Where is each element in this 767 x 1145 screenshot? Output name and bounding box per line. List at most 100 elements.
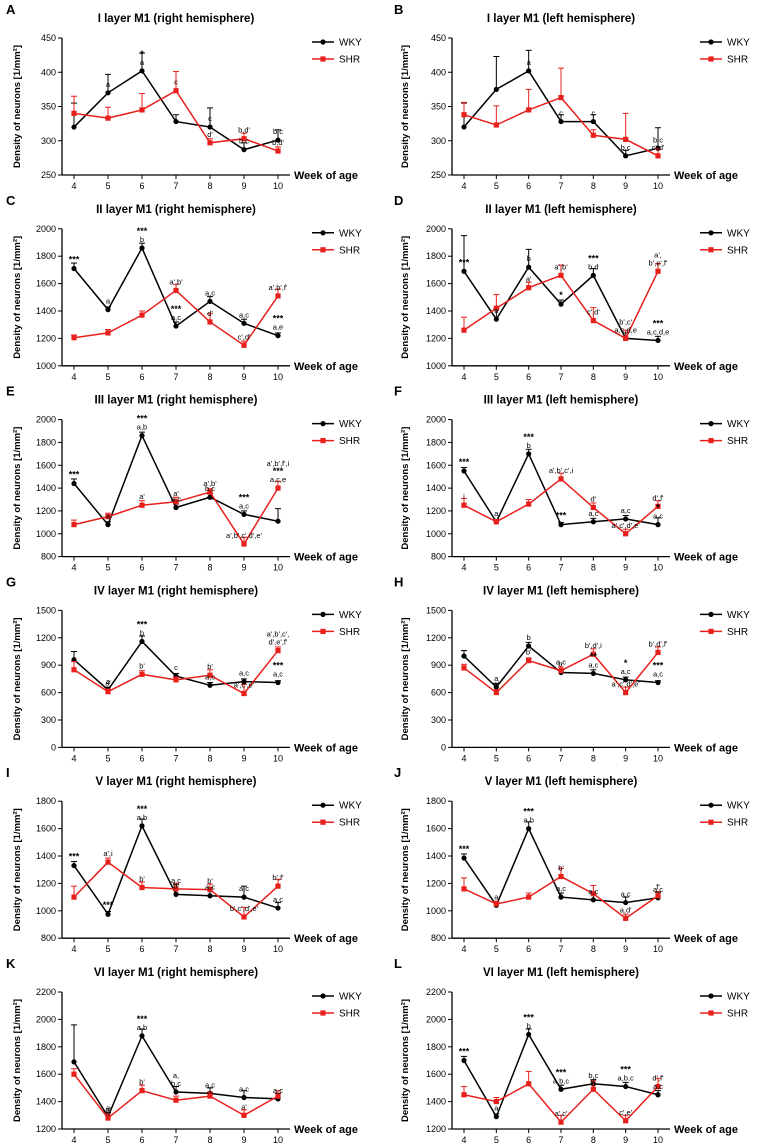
significance-label: *** bbox=[523, 1012, 534, 1022]
y-tick-label: 1000 bbox=[426, 906, 446, 916]
y-tick-label: 1800 bbox=[36, 796, 56, 806]
significance-label: *** bbox=[137, 1014, 148, 1024]
x-tick-label: 7 bbox=[558, 372, 563, 382]
data-point bbox=[275, 905, 281, 911]
x-tick-label: 9 bbox=[623, 563, 628, 573]
data-label: b bbox=[527, 441, 531, 450]
x-tick-label: 4 bbox=[461, 563, 466, 573]
legend-marker bbox=[708, 421, 714, 427]
data-label: b bbox=[140, 628, 144, 637]
panel-title: I layer M1 (left hemisphere) bbox=[487, 13, 635, 25]
x-axis-label: Week of age bbox=[674, 1124, 738, 1136]
x-tick-label: 4 bbox=[71, 944, 76, 954]
x-tick-label: 8 bbox=[591, 372, 596, 382]
x-tick-label: 6 bbox=[139, 944, 144, 954]
data-label: a,c bbox=[205, 1080, 215, 1089]
y-tick-label: 1800 bbox=[36, 251, 56, 261]
x-tick-label: 7 bbox=[173, 563, 178, 573]
data-label: a, bbox=[173, 1071, 179, 1080]
data-point bbox=[590, 891, 596, 897]
data-label: c bbox=[174, 78, 178, 87]
data-point bbox=[207, 494, 213, 500]
data-point bbox=[71, 265, 77, 272]
panel-letter: D bbox=[394, 193, 403, 208]
data-label: b bbox=[527, 1021, 531, 1030]
data-point bbox=[139, 245, 145, 251]
data-label: a',c',e' bbox=[234, 681, 255, 690]
data-point bbox=[71, 335, 77, 341]
data-point bbox=[71, 667, 77, 673]
x-tick-label: 8 bbox=[591, 1135, 596, 1145]
data-label: a,c bbox=[171, 313, 181, 322]
panel-title: IV layer M1 (left hemisphere) bbox=[483, 585, 639, 597]
x-tick-label: 7 bbox=[558, 1135, 563, 1145]
data-label: b',c' bbox=[619, 317, 632, 326]
data-point bbox=[173, 1097, 179, 1103]
data-label: c bbox=[174, 663, 178, 672]
x-tick-label: 10 bbox=[653, 372, 663, 382]
y-tick-label: 1200 bbox=[426, 633, 446, 643]
data-point bbox=[558, 873, 564, 880]
data-label: a',c',d',e' bbox=[612, 521, 641, 530]
y-tick-label: 450 bbox=[41, 33, 56, 43]
data-point bbox=[590, 317, 596, 324]
data-label: a',i bbox=[103, 849, 113, 858]
data-label: a,c bbox=[556, 658, 566, 667]
x-tick-label: 10 bbox=[653, 753, 663, 763]
y-tick-label: 2000 bbox=[426, 1014, 446, 1024]
data-point bbox=[558, 476, 564, 482]
panel-k: K VI layer M1 (right hemisphere) 1200 1400 1… bbox=[6, 956, 362, 1145]
data-point bbox=[526, 264, 532, 270]
significance-label: *** bbox=[69, 255, 80, 265]
y-tick-label: 0 bbox=[441, 742, 446, 752]
data-point bbox=[590, 118, 596, 125]
x-axis-label: Week of age bbox=[674, 552, 738, 564]
data-point bbox=[173, 287, 179, 294]
data-label: b' bbox=[558, 660, 564, 669]
significance-label: *** bbox=[459, 457, 470, 467]
x-tick-label: 8 bbox=[207, 944, 212, 954]
data-label: a' bbox=[173, 489, 179, 498]
data-point bbox=[590, 272, 596, 278]
data-point bbox=[493, 1114, 499, 1120]
data-label: a,c bbox=[239, 884, 249, 893]
series-wky bbox=[71, 431, 281, 528]
y-tick-label: 1600 bbox=[36, 1069, 56, 1079]
x-tick-label: 6 bbox=[526, 1135, 531, 1145]
data-label: b,c bbox=[205, 484, 215, 493]
legend-label: WKY bbox=[339, 419, 362, 430]
data-label: a',c' bbox=[555, 1109, 568, 1118]
y-tick-label: 1400 bbox=[36, 483, 56, 493]
significance-label: *** bbox=[137, 226, 148, 236]
data-point bbox=[71, 110, 77, 116]
y-tick-label: 1200 bbox=[36, 878, 56, 888]
x-tick-label: 6 bbox=[526, 944, 531, 954]
data-label: a,b bbox=[137, 813, 147, 822]
legend-label: WKY bbox=[339, 992, 362, 1003]
legend-marker bbox=[320, 993, 326, 999]
data-label: a bbox=[494, 306, 499, 315]
y-tick-label: 1600 bbox=[426, 279, 446, 289]
x-tick-label: 10 bbox=[653, 1135, 663, 1145]
data-point bbox=[71, 522, 77, 528]
data-point bbox=[241, 136, 247, 142]
data-point bbox=[105, 522, 111, 528]
data-point bbox=[590, 1086, 596, 1092]
series-shr bbox=[71, 480, 281, 547]
data-point bbox=[461, 665, 467, 671]
data-point bbox=[623, 915, 629, 921]
data-point bbox=[461, 1092, 467, 1098]
panel-i: I V layer M1 (right hemisphere) 800 1000 120… bbox=[6, 765, 362, 954]
data-point bbox=[139, 312, 145, 318]
legend-label: WKY bbox=[727, 610, 750, 621]
y-axis-label: Density of neurons [1/mm²] bbox=[400, 617, 411, 740]
data-point bbox=[105, 90, 111, 96]
data-label: a,b bbox=[137, 423, 147, 432]
x-tick-label: 9 bbox=[241, 563, 246, 573]
data-point bbox=[105, 514, 111, 520]
data-point bbox=[655, 153, 661, 159]
legend-label: WKY bbox=[339, 228, 362, 239]
y-tick-label: 1400 bbox=[426, 483, 446, 493]
data-point bbox=[558, 522, 564, 528]
x-tick-label: 4 bbox=[71, 372, 76, 382]
